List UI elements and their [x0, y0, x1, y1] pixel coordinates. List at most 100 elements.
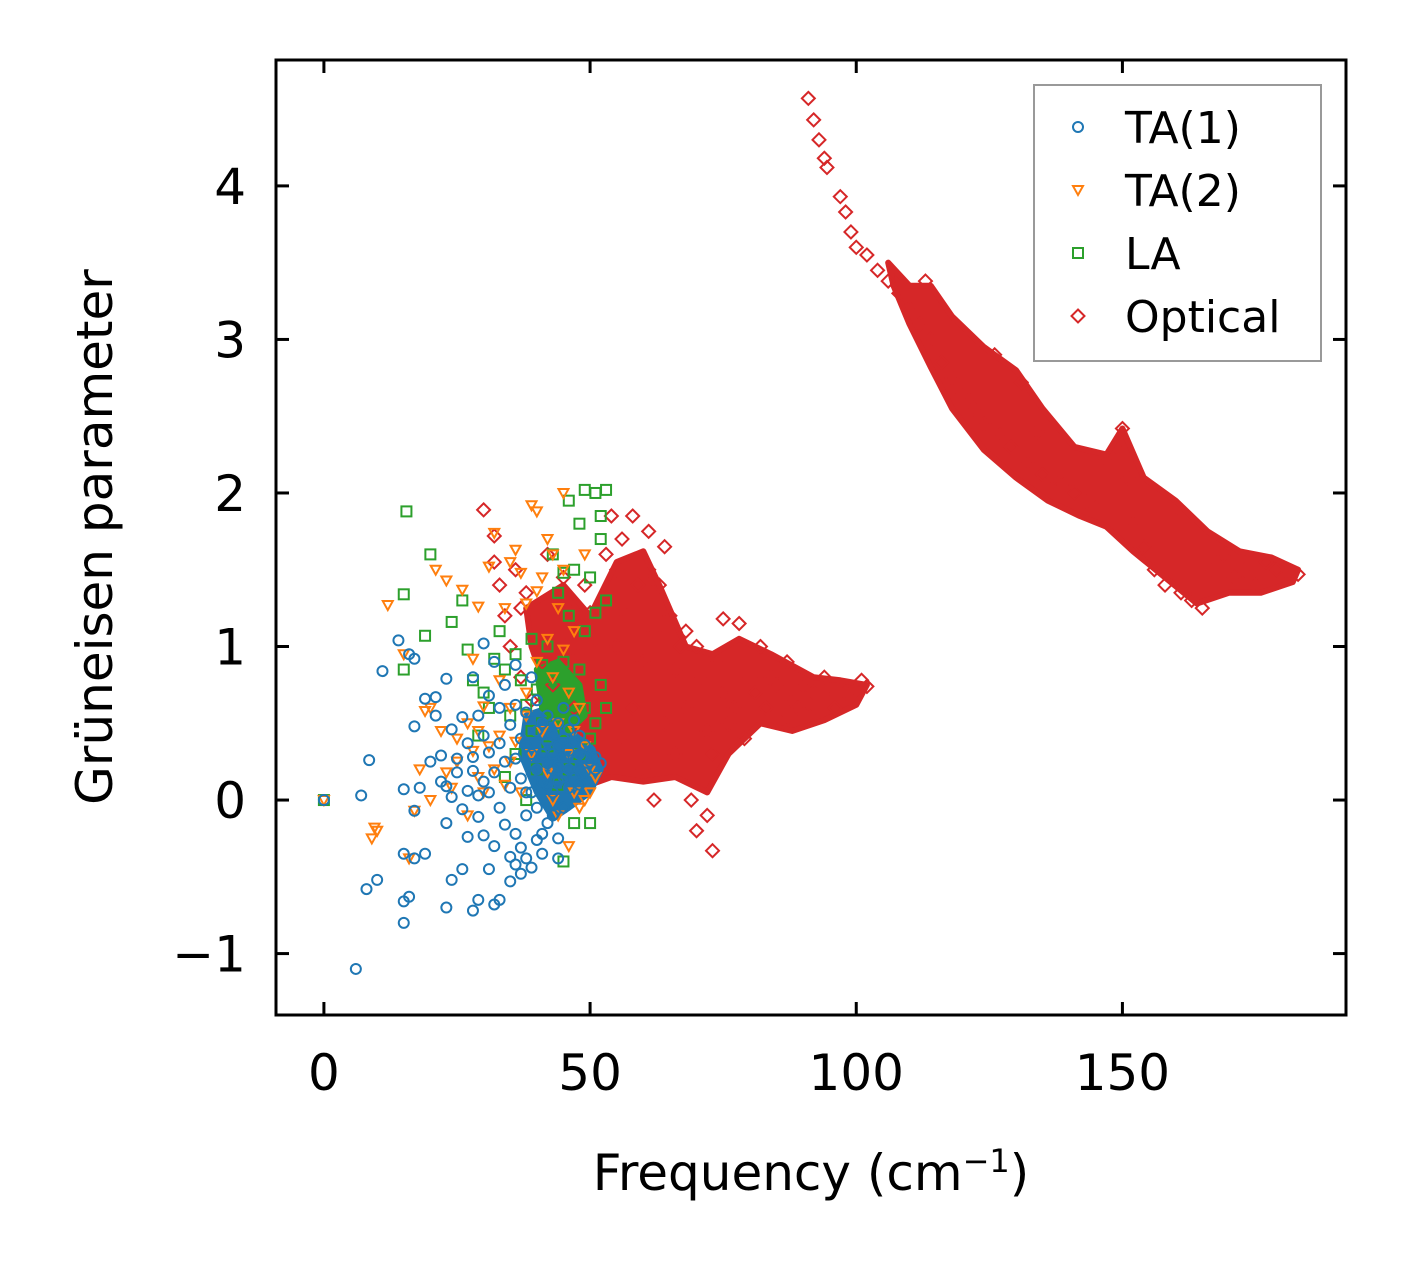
series-optical [475, 90, 1307, 859]
data-point [837, 204, 854, 220]
data-point [493, 701, 506, 714]
data-point [568, 714, 581, 727]
data-point [614, 730, 630, 747]
data-point [646, 792, 662, 808]
data-point [546, 809, 559, 822]
data-point [419, 629, 432, 642]
data-point [403, 890, 416, 903]
data-point [472, 810, 485, 823]
data-point [578, 625, 591, 638]
legend-label: TA(2) [1124, 166, 1241, 217]
data-point [582, 669, 598, 686]
data-point [535, 572, 549, 585]
y-tick-label: 2 [214, 465, 246, 523]
data-point [562, 494, 575, 507]
data-point [699, 807, 716, 824]
data-point [397, 588, 410, 601]
legend-marker [1072, 247, 1084, 259]
y-tick-label: 3 [214, 311, 246, 369]
data-point [434, 725, 448, 739]
data-point [773, 715, 790, 732]
data-point [582, 604, 598, 621]
data-point [656, 538, 673, 555]
data-point [530, 801, 543, 814]
data-point [1077, 492, 1094, 509]
data-point [498, 771, 511, 784]
data-point [519, 687, 533, 700]
data-point [557, 655, 570, 668]
data-point [747, 684, 764, 701]
data-point [598, 546, 614, 563]
data-point [1114, 420, 1131, 437]
x-tick-label: 50 [558, 1044, 622, 1102]
data-point [901, 300, 918, 317]
data-point [556, 644, 571, 657]
data-point [736, 730, 753, 747]
data-point [518, 584, 535, 601]
data-point [424, 755, 437, 768]
series-ta-2- [317, 487, 603, 866]
data-point [1258, 554, 1275, 570]
data-point [584, 571, 597, 584]
legend-item-ta-1-: TA(1) [1072, 103, 1241, 154]
data-point [552, 586, 565, 599]
data-point [408, 804, 421, 817]
data-point [456, 863, 469, 876]
data-point [667, 746, 684, 762]
data-point [488, 766, 501, 779]
data-point [600, 701, 613, 714]
data-point [546, 729, 559, 742]
data-point [757, 700, 774, 716]
data-point [439, 767, 454, 780]
data-point [640, 523, 657, 540]
data-point [530, 694, 543, 707]
data-point [986, 346, 1003, 363]
data-point [450, 752, 463, 765]
data-point [482, 863, 495, 876]
data-point [1268, 561, 1285, 578]
data-point [573, 517, 586, 530]
data-point [578, 483, 591, 496]
data-point [933, 354, 950, 371]
data-point [493, 737, 506, 750]
data-point [504, 718, 517, 731]
data-point [922, 331, 939, 348]
x-axis-label-end: ) [1010, 1144, 1030, 1202]
data-point [584, 817, 597, 830]
data-point [397, 663, 410, 676]
data-point [536, 847, 549, 860]
data-point [466, 745, 480, 758]
data-point [589, 486, 602, 499]
data-point [1173, 584, 1189, 601]
data-point [514, 841, 527, 854]
data-point [424, 548, 437, 561]
data-point [413, 764, 427, 777]
data-point [439, 575, 454, 588]
data-point [460, 810, 475, 823]
data-point [568, 563, 581, 576]
data-point [376, 665, 389, 678]
data-point [1002, 438, 1019, 455]
data-point [524, 500, 539, 513]
y-tick-label: −1 [172, 926, 246, 984]
data-point [1205, 561, 1221, 578]
data-point [509, 752, 522, 765]
legend: TA(1) TA(2) LA Optical [1033, 84, 1322, 362]
data-point [560, 592, 577, 609]
data-point [662, 607, 678, 624]
data-point [1055, 477, 1072, 494]
data-point [573, 663, 586, 676]
data-point [890, 285, 907, 302]
data-point [779, 653, 795, 670]
data-point [546, 672, 560, 685]
data-point [504, 875, 517, 888]
data-point [525, 632, 538, 645]
data-point [699, 723, 716, 739]
data-point [530, 506, 544, 519]
data-point [646, 623, 662, 640]
data-point [539, 546, 556, 563]
data-point [552, 852, 565, 865]
data-point [1029, 423, 1046, 440]
data-point [589, 606, 602, 619]
